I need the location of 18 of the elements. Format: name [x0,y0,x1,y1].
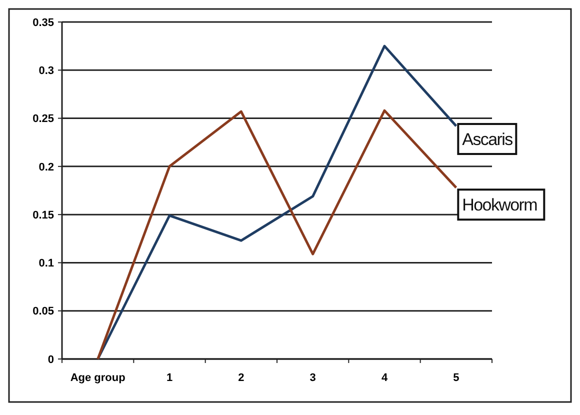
x-tick-label: 1 [166,372,173,384]
x-tick-label: Age group [70,372,126,384]
y-tick-label: 0.25 [32,113,54,126]
y-tick-label: 0.35 [32,16,54,29]
series-label: Ascaris [462,130,513,149]
y-tick-label: 0 [48,354,54,366]
line-series [96,109,458,360]
series-label: Hookworm [462,196,538,215]
x-tick-label: 2 [238,372,244,384]
y-tick-label: 0.05 [32,306,54,318]
x-tick-label: 3 [310,372,316,384]
x-tick-label: 5 [453,372,460,384]
y-tick-label: 0.1 [38,258,54,270]
y-tick-label: 0.3 [38,64,54,77]
y-tick-label: 0.15 [32,209,54,222]
y-tick-label: 0.2 [38,161,54,174]
x-tick-label: 4 [381,372,388,384]
line-series [96,44,458,360]
